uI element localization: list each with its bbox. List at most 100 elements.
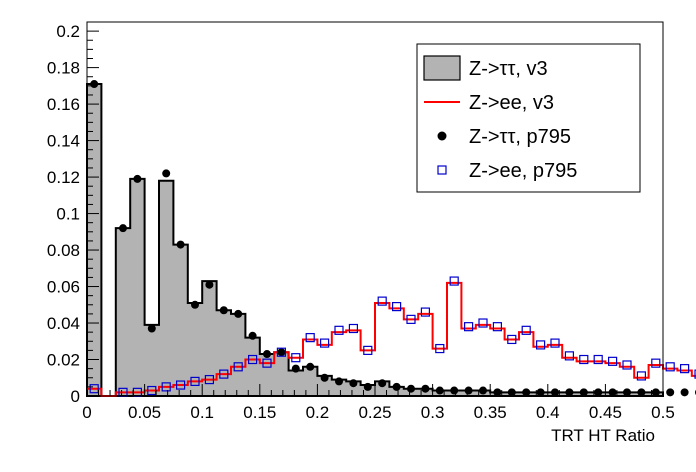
marker-zee-p795 <box>492 322 502 332</box>
marker-zee-p795 <box>679 364 690 374</box>
marker-zee-p795 <box>636 371 647 381</box>
marker-zee-p795 <box>564 351 575 361</box>
marker-zee-p795 <box>593 354 603 365</box>
marker-ztautau-p795 <box>623 388 631 397</box>
x-tick-label: 0.1 <box>190 403 214 422</box>
marker-zee-p795 <box>435 343 445 354</box>
marker-ztautau-p795 <box>119 224 127 233</box>
marker-ztautau-p795 <box>680 388 689 397</box>
y-tick-label: 0.18 <box>47 59 80 78</box>
y-tick-label: 0.2 <box>56 22 80 41</box>
x-tick-label: 0.2 <box>306 403 330 422</box>
y-tick-label: 0.14 <box>47 132 80 151</box>
marker-ztautau-p795 <box>637 388 646 397</box>
legend-marker-ztautau-p795 <box>437 131 447 141</box>
marker-ztautau-p795 <box>205 280 214 289</box>
x-tick-label: 0 <box>82 403 91 422</box>
marker-zee-p795 <box>449 276 459 286</box>
marker-zee-p795 <box>377 296 387 306</box>
marker-ztautau-p795 <box>378 379 387 388</box>
marker-zee-p795 <box>406 314 416 324</box>
x-tick-label: 0.4 <box>536 403 560 422</box>
marker-ztautau-p795 <box>392 382 401 391</box>
marker-ztautau-p795 <box>234 309 243 318</box>
y-tick-label: 0.12 <box>47 168 80 187</box>
y-tick-label: 0.16 <box>47 95 80 114</box>
marker-ztautau-p795 <box>176 240 185 249</box>
axes: 0 0.02 0.04 0.06 0.08 0.1 0.12 0.14 0.16 0.18 0.2 0… <box>47 21 675 422</box>
marker-ztautau-p795 <box>407 384 415 393</box>
marker-ztautau-p795 <box>522 388 531 397</box>
marker-ztautau-p795 <box>666 388 675 397</box>
marker-ztautau-p795 <box>651 388 660 397</box>
marker-zee-p795 <box>320 338 330 348</box>
marker-zee-p795 <box>535 340 546 350</box>
marker-ztautau-p795 <box>435 386 444 395</box>
marker-zee-p795 <box>579 354 589 365</box>
y-tick-label: 0.08 <box>47 241 80 260</box>
marker-ztautau-p795 <box>248 331 257 340</box>
legend-label-ztautau-v3: Z->ττ, v3 <box>469 58 548 80</box>
marker-ztautau-p795 <box>263 350 271 359</box>
marker-zee-p795 <box>305 333 315 343</box>
marker-ztautau-p795 <box>363 382 372 391</box>
marker-ztautau-p795 <box>464 386 473 395</box>
marker-zee-p795 <box>651 358 661 368</box>
marker-zee-p795 <box>190 376 200 387</box>
marker-zee-p795 <box>176 380 186 390</box>
marker-zee-p795 <box>694 369 696 379</box>
legend: Z->ττ, v3 Z->ee, v3 Z->ττ, p795 Z->ee, p… <box>416 43 641 193</box>
marker-ztautau-p795 <box>536 388 545 397</box>
marker-zee-p795 <box>392 302 402 312</box>
marker-zee-p795 <box>248 354 258 365</box>
marker-zee-p795 <box>161 382 171 392</box>
x-tick-label: 0.25 <box>358 403 391 422</box>
marker-ztautau-p795 <box>493 388 502 397</box>
marker-zee-p795 <box>348 323 358 334</box>
marker-ztautau-p795 <box>594 388 603 397</box>
marker-ztautau-p795 <box>277 348 286 357</box>
y-tick-label: 0.04 <box>47 314 80 333</box>
legend-label-zee-v3: Z->ee, v3 <box>469 92 554 114</box>
marker-zee-p795 <box>262 358 272 368</box>
x-tick-label: 0.3 <box>421 403 445 422</box>
marker-zee-p795 <box>334 325 344 335</box>
marker-ztautau-p795 <box>450 386 459 395</box>
y-tick-label: 0 <box>71 387 80 406</box>
y-tick-label: 0.06 <box>47 278 80 297</box>
x-tick-label: 0.5 <box>651 403 675 422</box>
marker-ztautau-p795 <box>551 388 559 397</box>
marker-zee-p795 <box>622 360 632 370</box>
marker-zee-p795 <box>291 353 301 363</box>
marker-ztautau-p795 <box>608 388 617 397</box>
marker-ztautau-p795 <box>479 386 487 395</box>
legend-label-ztautau-p795: Z->ττ, p795 <box>469 126 571 148</box>
legend-label-zee-p795: Z->ee, p795 <box>469 160 577 182</box>
marker-ztautau-p795 <box>219 306 228 315</box>
marker-ztautau-p795 <box>147 324 156 333</box>
marker-ztautau-p795 <box>335 377 343 386</box>
marker-ztautau-p795 <box>162 169 171 178</box>
marker-zee-p795 <box>607 356 618 366</box>
y-tick-label: 0.02 <box>47 351 80 370</box>
marker-ztautau-p795 <box>507 388 516 397</box>
marker-ztautau-p795 <box>133 174 142 183</box>
x-axis-title: TRT HT Ratio <box>551 426 655 445</box>
marker-zee-p795 <box>478 318 488 328</box>
marker-ztautau-p795 <box>565 388 574 397</box>
marker-zee-p795 <box>420 307 430 317</box>
marker-ztautau-p795 <box>90 80 99 89</box>
marker-zee-p795 <box>276 347 286 357</box>
marker-ztautau-p795 <box>421 384 430 393</box>
marker-zee-p795 <box>521 325 531 335</box>
y-tick-label: 0.1 <box>56 205 80 224</box>
x-tick-label: 0.45 <box>589 403 622 422</box>
marker-ztautau-p795 <box>349 379 358 388</box>
marker-zee-p795 <box>665 362 675 372</box>
marker-ztautau-p795 <box>320 373 329 382</box>
marker-zee-p795 <box>219 369 229 379</box>
marker-zee-p795 <box>363 345 373 355</box>
legend-marker-zee-p795 <box>437 165 447 175</box>
x-tick-label: 0.05 <box>128 403 161 422</box>
